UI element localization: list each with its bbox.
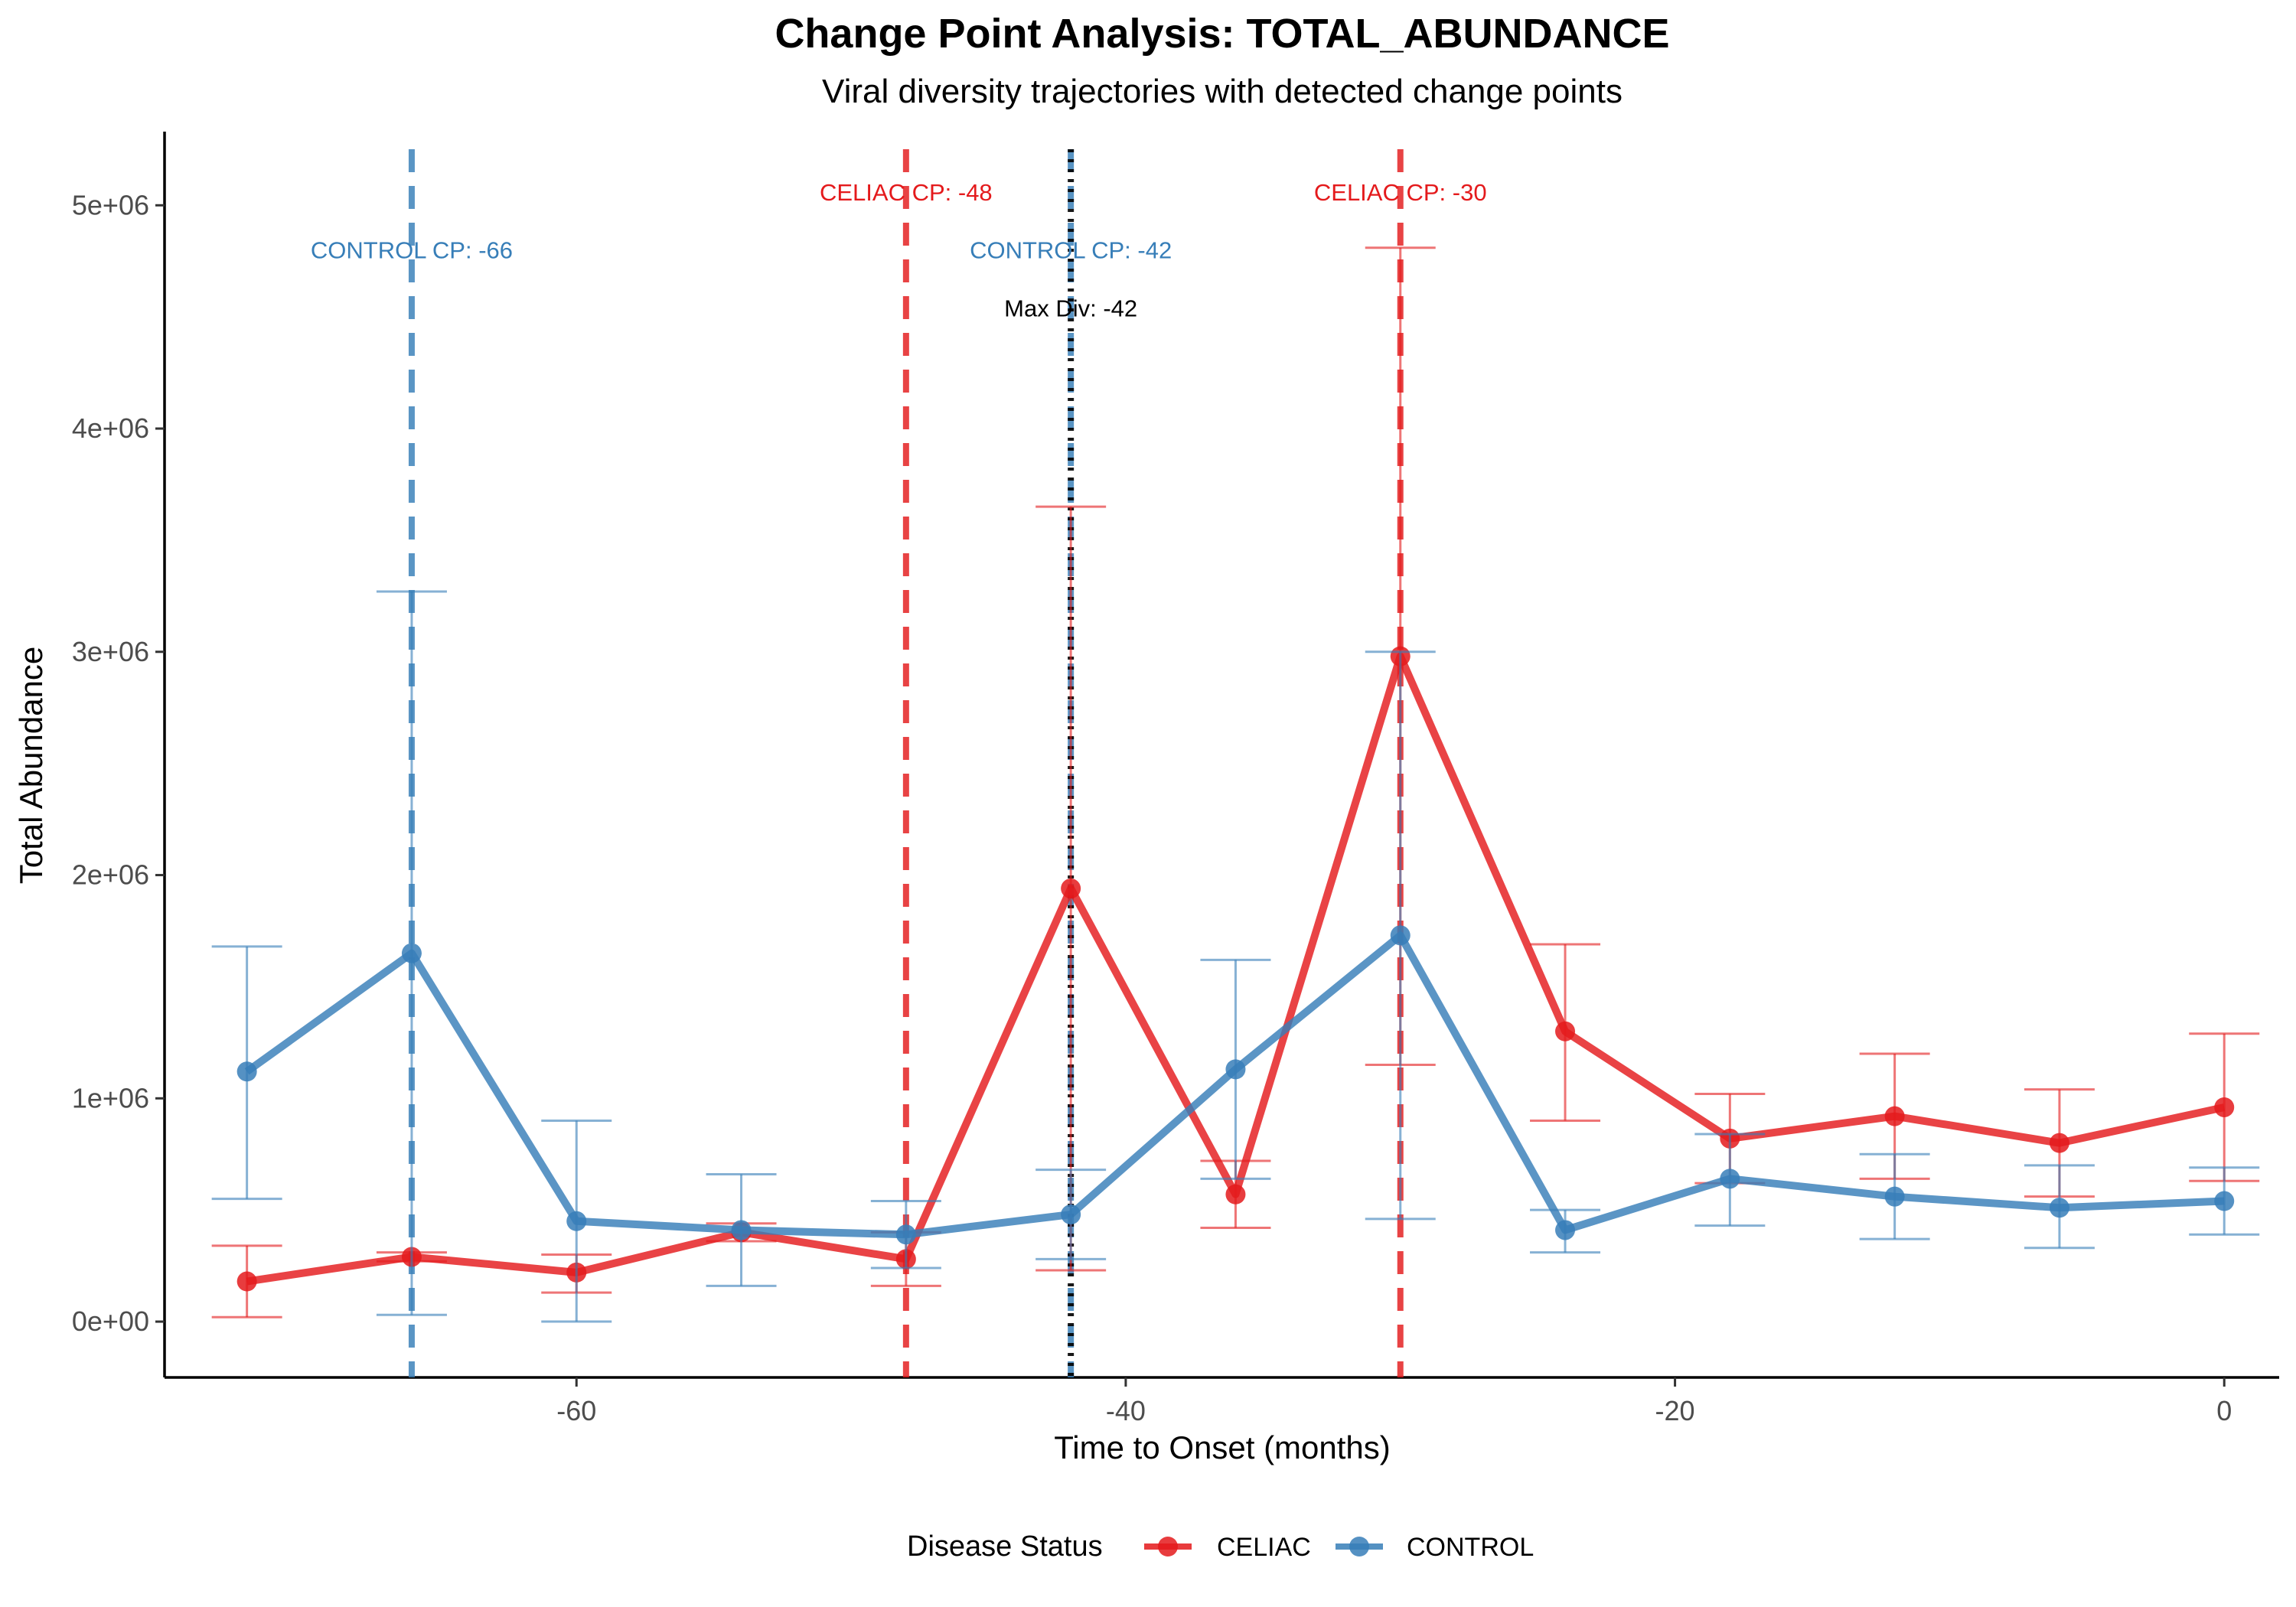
y-tick-label: 5e+06: [72, 189, 149, 220]
data-point-control: [1884, 1186, 1905, 1207]
data-point-control: [1061, 1204, 1081, 1225]
y-tick-label: 4e+06: [72, 412, 149, 444]
legend-key-point: [1158, 1537, 1178, 1556]
data-point-control: [895, 1224, 916, 1245]
x-tick-label: -60: [556, 1395, 596, 1426]
data-point-celiac: [1225, 1184, 1246, 1204]
y-tick-label: 3e+06: [72, 636, 149, 667]
data-point-celiac: [2049, 1133, 2069, 1153]
data-point-control: [566, 1211, 587, 1231]
data-point-celiac: [1884, 1106, 1905, 1126]
data-point-control: [1225, 1059, 1246, 1080]
y-tick-label: 0e+00: [72, 1305, 149, 1337]
chart-title: Change Point Analysis: TOTAL_ABUNDANCE: [775, 11, 1669, 57]
data-point-control: [2049, 1198, 2069, 1218]
data-point-control: [236, 1061, 257, 1082]
change-point-label: Max Div: -42: [1004, 295, 1137, 321]
legend: Disease Status CELIAC CONTROL: [907, 1530, 1534, 1563]
x-tick-label: -40: [1106, 1395, 1146, 1426]
legend-key-point: [1349, 1537, 1369, 1556]
data-point-celiac: [2214, 1097, 2235, 1117]
y-axis-title: Total Abundance: [13, 647, 49, 885]
y-tick-label: 2e+06: [72, 859, 149, 891]
plot-area: 0e+00 1e+06 2e+06 3e+06 4e+06 5e+06 -60 -40 -20 0…: [72, 132, 2279, 1426]
legend-label: CONTROL: [1407, 1533, 1534, 1562]
data-point-celiac: [1555, 1021, 1576, 1041]
data-point-control: [731, 1220, 752, 1240]
legend-label: CELIAC: [1217, 1533, 1311, 1562]
data-point-control: [1720, 1169, 1740, 1189]
data-point-celiac: [236, 1271, 257, 1292]
change-point-label: CONTROL CP: -66: [311, 237, 513, 264]
change-point-label: CONTROL CP: -42: [970, 237, 1172, 264]
chart-subtitle: Viral diversity trajectories with detect…: [822, 73, 1623, 110]
x-axis-title: Time to Onset (months): [1054, 1429, 1391, 1465]
data-point-celiac: [1061, 878, 1081, 899]
change-point-label: CELIAC CP: -30: [1314, 179, 1487, 206]
data-point-control: [1390, 925, 1411, 946]
y-tick-label: 1e+06: [72, 1082, 149, 1113]
data-point-control: [1555, 1220, 1576, 1240]
x-tick-label: 0: [2216, 1395, 2232, 1426]
change-point-label: CELIAC CP: -48: [820, 179, 993, 206]
data-point-control: [401, 943, 422, 963]
x-tick-label: -20: [1655, 1395, 1695, 1426]
data-point-control: [2214, 1191, 2235, 1211]
legend-title: Disease Status: [907, 1530, 1103, 1563]
